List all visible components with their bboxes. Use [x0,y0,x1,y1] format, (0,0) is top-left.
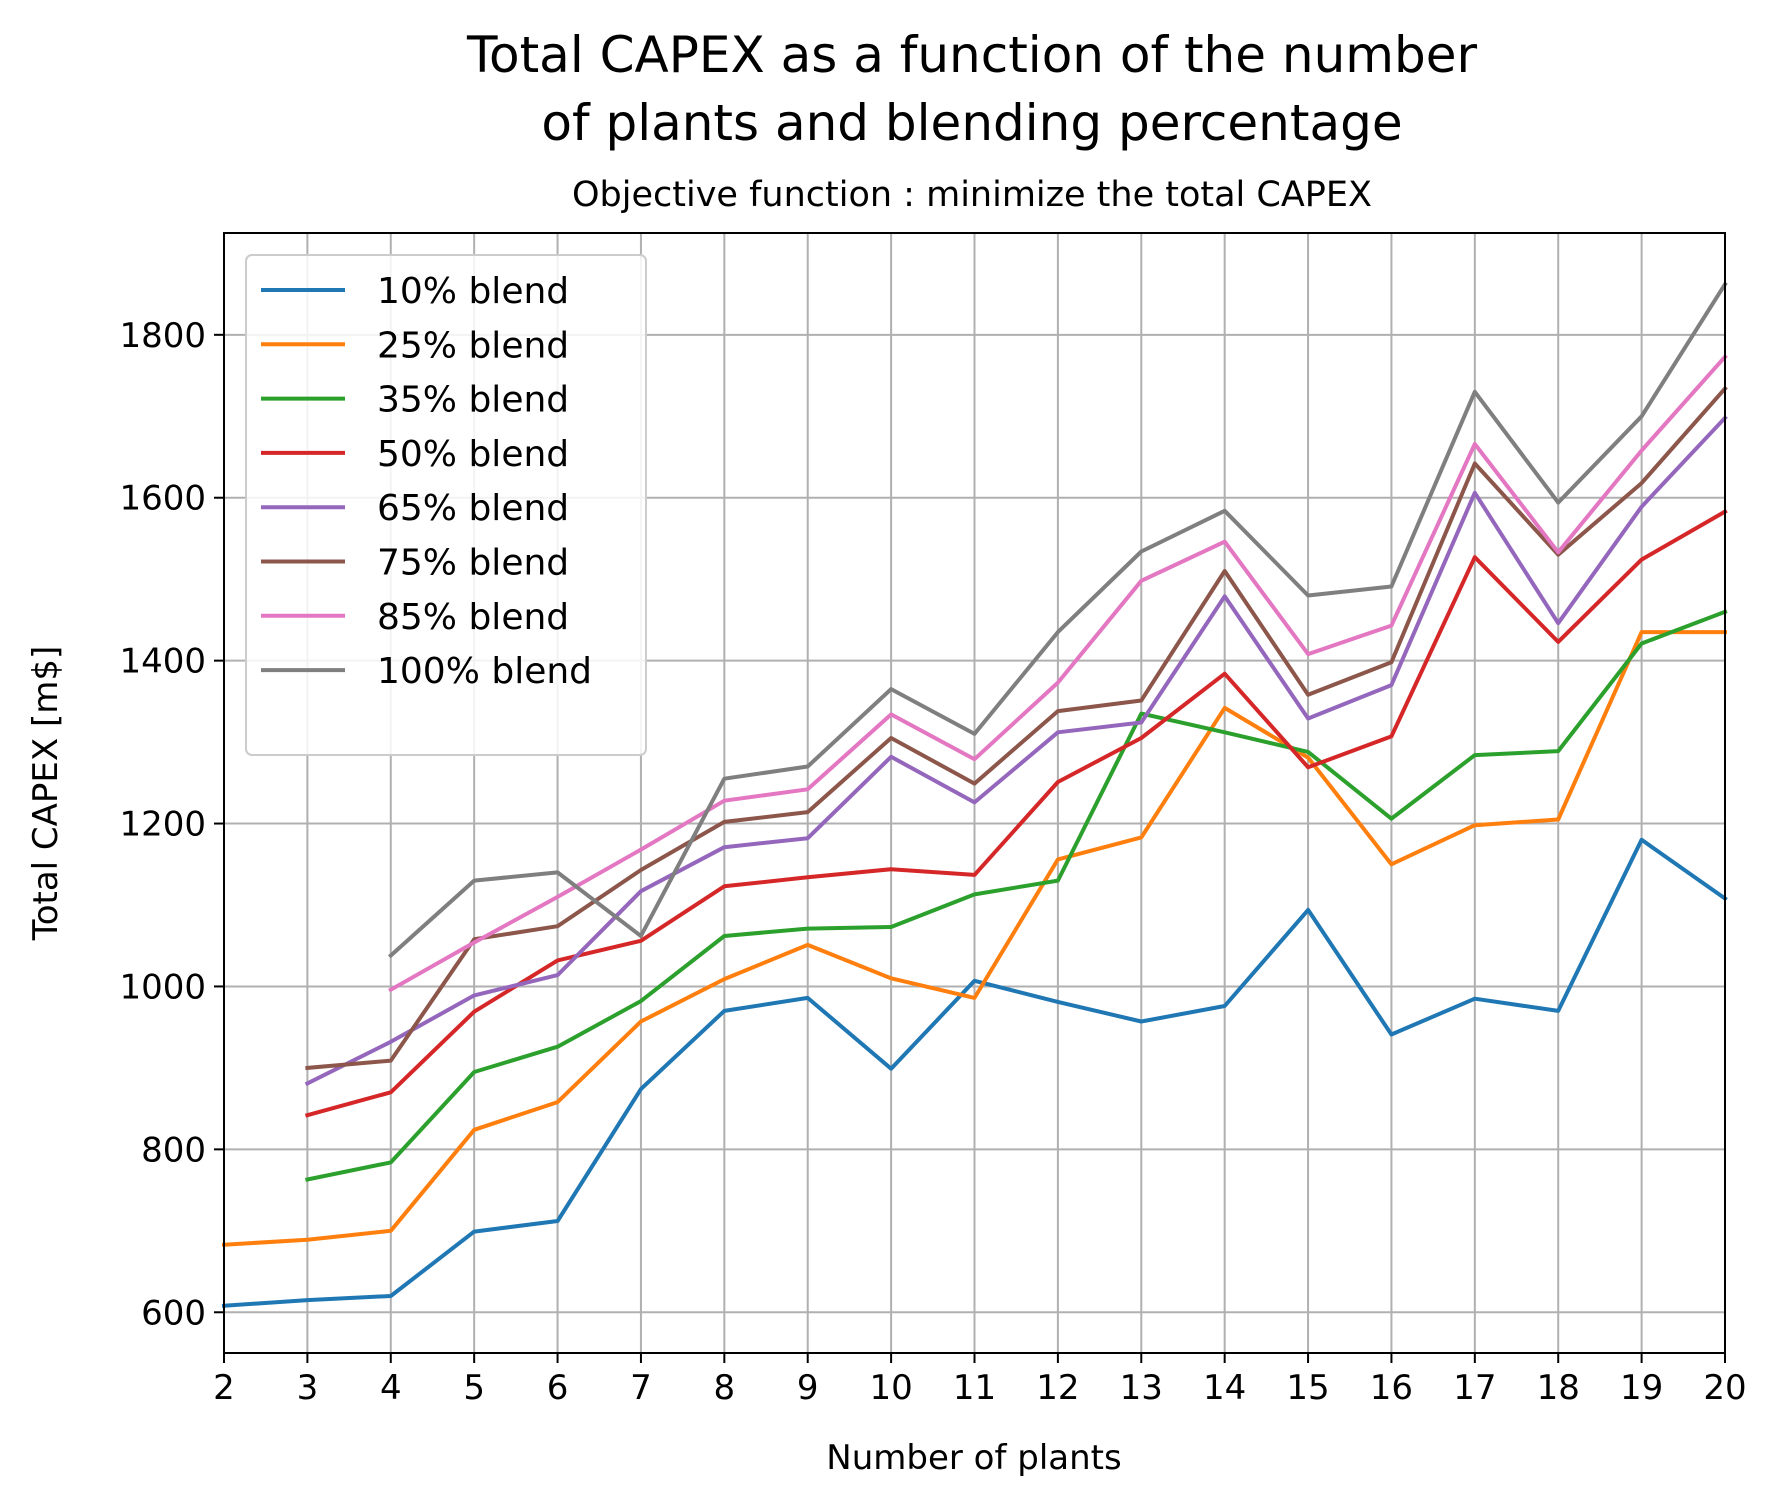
x-tick-label: 13 [1120,1368,1163,1408]
axis-ticks: 2 3 4 5 6 7 8 9 10 11 12 13 14 15 16 17 18 19 20 600 800 1000… [119,316,1746,1408]
series-line-100-blend [387,281,1728,959]
chart-title-line-1: Total CAPEX as a function of the number [466,26,1478,84]
x-tick-label: 20 [1703,1368,1746,1408]
series-line-25-blend [221,630,1727,1247]
x-tick-label: 6 [547,1368,569,1408]
legend-label-75-blend: 75% blend [377,543,569,584]
y-tick-label: 1200 [119,805,206,845]
x-tick-label: 16 [1370,1368,1413,1408]
legend-label-65-blend: 65% blend [377,488,569,529]
x-tick-label: 19 [1620,1368,1663,1408]
series-line-75-blend [305,385,1728,1071]
y-tick-label: 1400 [119,642,206,682]
chart-title-line-2: of plants and blending percentage [541,94,1402,152]
legend-label-100-blend: 100% blend [377,651,592,692]
series-line-50-blend [304,508,1728,1118]
x-axis-label: Number of plants [826,1438,1121,1478]
x-tick-label: 10 [869,1368,912,1408]
x-tick-label: 15 [1286,1368,1329,1408]
x-tick-label: 11 [953,1368,996,1408]
series-line-85-blend [388,353,1728,993]
x-tick-label: 17 [1453,1368,1496,1408]
x-tick-label: 18 [1537,1368,1580,1408]
x-tick-label: 4 [380,1368,402,1408]
x-tick-label: 5 [463,1368,485,1408]
x-tick-label: 12 [1036,1368,1079,1408]
x-tick-label: 3 [297,1368,319,1408]
series-line-10-blend [221,837,1728,1308]
y-tick-label: 1800 [119,316,206,356]
legend-box [245,254,647,756]
chart-subtitle: Objective function : minimize the total … [572,175,1372,215]
legend-label-35-blend: 35% blend [377,380,569,421]
x-tick-label: 7 [630,1368,652,1408]
y-tick-label: 1000 [119,967,206,1007]
x-tick-label: 9 [797,1368,819,1408]
legend-label-10-blend: 10% blend [377,271,569,312]
plot-series [221,281,1728,1308]
legend-label-50-blend: 50% blend [377,434,569,475]
x-tick-label: 2 [213,1368,235,1408]
series-line-65-blend [304,415,1728,1087]
y-tick-label: 600 [141,1293,206,1333]
y-axis-label: Total CAPEX [m$] [26,646,66,942]
x-tick-label: 14 [1203,1368,1246,1408]
legend-label-25-blend: 25% blend [377,325,569,366]
series-line-35-blend [305,609,1728,1182]
y-tick-label: 800 [141,1130,206,1170]
x-tick-label: 8 [714,1368,736,1408]
legend: 10% blend 25% blend 35% blend 50% blend 65% … [245,254,647,756]
y-tick-label: 1600 [119,479,206,519]
legend-label-85-blend: 85% blend [377,597,569,638]
